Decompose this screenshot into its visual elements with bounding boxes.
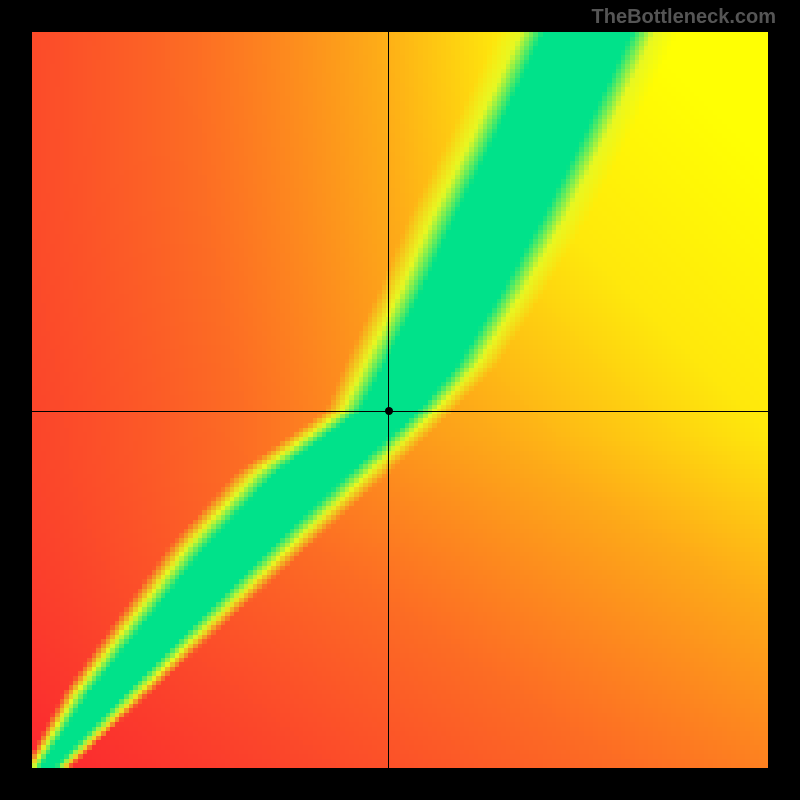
heatmap-chart xyxy=(32,32,768,768)
crosshair-dot xyxy=(385,407,393,415)
chart-container: TheBottleneck.com xyxy=(0,0,800,800)
watermark-text: TheBottleneck.com xyxy=(592,6,776,29)
heatmap-canvas xyxy=(32,32,768,768)
crosshair-horizontal xyxy=(32,411,768,412)
crosshair-vertical xyxy=(388,32,389,768)
